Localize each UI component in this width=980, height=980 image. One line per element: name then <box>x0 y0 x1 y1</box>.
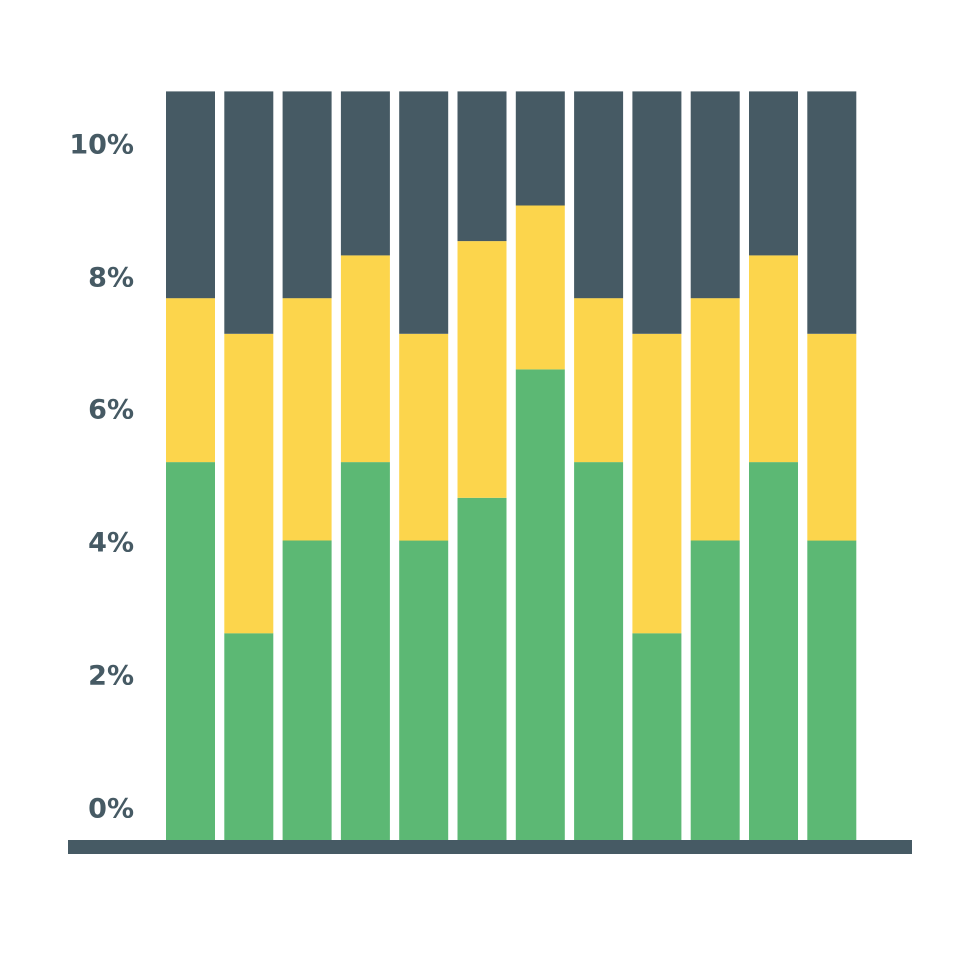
bar-segment-2 <box>166 298 215 463</box>
bar-segment-1 <box>166 462 215 840</box>
y-tick-label: 4% <box>88 528 134 559</box>
bar-segment-1 <box>690 540 740 840</box>
bar-segment-1 <box>749 462 798 840</box>
y-tick-label: 8% <box>88 263 134 294</box>
bar-segment-1 <box>515 369 565 840</box>
bar-segment-1 <box>457 497 507 840</box>
bar-segment-3 <box>807 91 857 334</box>
bar-segment-3 <box>515 91 565 206</box>
bar-segment-3 <box>632 91 682 334</box>
bar-segment-2 <box>749 255 798 463</box>
bar-segment-3 <box>574 91 624 299</box>
y-tick-label: 0% <box>88 794 134 825</box>
bar-segment-3 <box>340 91 390 256</box>
bar-segment-2 <box>282 298 332 541</box>
bar-segment-3 <box>690 91 740 299</box>
bar-segment-1 <box>807 540 857 840</box>
bar-segment-2 <box>632 333 682 634</box>
bar-segment-2 <box>690 298 740 541</box>
y-tick-label: 6% <box>88 395 134 426</box>
bar-segment-2 <box>574 298 624 463</box>
bar-segment-2 <box>399 333 449 541</box>
bar-segment-2 <box>807 333 857 541</box>
bars-group <box>166 91 857 840</box>
bar-segment-1 <box>399 540 449 840</box>
y-tick-label: 10% <box>69 130 134 161</box>
bar-segment-2 <box>340 255 390 463</box>
bar-segment-2 <box>515 205 565 370</box>
bar-segment-1 <box>340 462 390 840</box>
bar-segment-1 <box>282 540 332 840</box>
y-tick-label: 2% <box>88 661 134 692</box>
bar-segment-1 <box>574 462 624 840</box>
bar-segment-3 <box>282 91 332 299</box>
bar-segment-3 <box>166 91 215 299</box>
x-axis-baseline <box>68 840 912 854</box>
bar-segment-1 <box>224 633 274 840</box>
bar-segment-3 <box>224 91 274 334</box>
bar-segment-3 <box>749 91 798 256</box>
bar-segment-3 <box>457 91 507 242</box>
y-axis-tick-labels: 0% 2% 4% 6% 8% 10% <box>69 130 134 825</box>
bar-segment-2 <box>457 241 507 498</box>
bar-segment-3 <box>399 91 449 334</box>
bar-segment-1 <box>632 633 682 840</box>
bar-segment-2 <box>224 333 274 634</box>
